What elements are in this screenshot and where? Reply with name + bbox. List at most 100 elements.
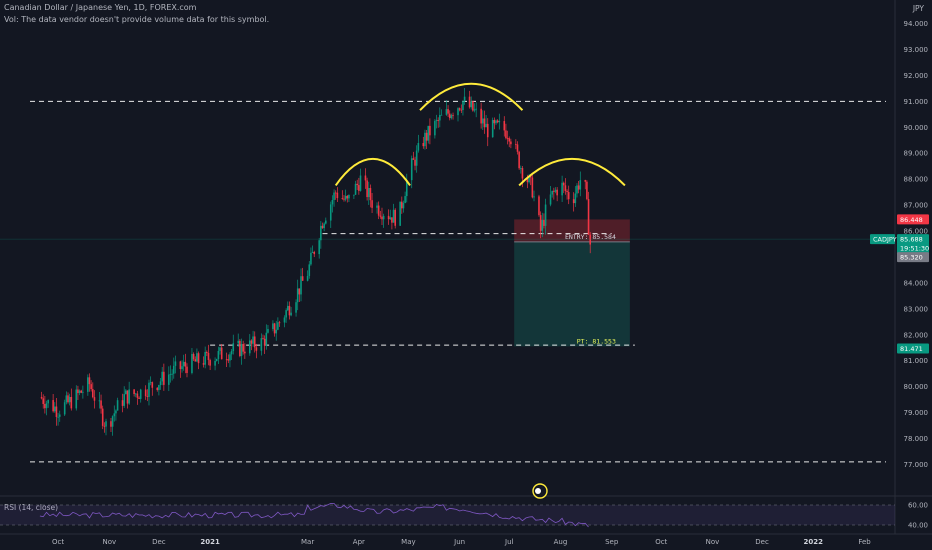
candle xyxy=(348,194,350,199)
candle xyxy=(57,416,59,418)
candle xyxy=(405,180,408,197)
x-tick-label: Oct xyxy=(655,538,667,546)
candle xyxy=(45,403,48,409)
price-tag xyxy=(897,343,929,354)
candle xyxy=(587,199,590,235)
candle xyxy=(255,347,258,351)
x-tick-label: 2022 xyxy=(804,538,824,546)
candle xyxy=(324,220,327,224)
candle xyxy=(310,252,312,265)
candle xyxy=(321,225,324,229)
rsi-title: RSI (14, close) xyxy=(4,503,59,512)
candle xyxy=(481,118,484,124)
candle xyxy=(113,413,116,417)
x-tick-label: Jul xyxy=(504,538,514,546)
price-tag-label: CADJPY xyxy=(873,236,897,244)
x-tick-label: Dec xyxy=(152,538,166,546)
candle xyxy=(480,108,482,124)
candle xyxy=(440,114,443,116)
candle xyxy=(186,366,188,373)
candle xyxy=(528,176,530,183)
candle xyxy=(263,338,266,346)
y-tick-label: 89.000 xyxy=(904,150,929,158)
y-tick-label: 82.000 xyxy=(904,331,929,339)
price-tag-label: 81.471 xyxy=(900,345,923,353)
pattern-arc[interactable] xyxy=(419,82,524,111)
candle xyxy=(301,276,304,281)
y-tick-label: 86.000 xyxy=(904,228,929,236)
candle xyxy=(576,185,578,194)
candle xyxy=(148,382,150,397)
candle xyxy=(285,310,287,318)
candle xyxy=(290,312,292,316)
candle xyxy=(128,389,130,404)
candle xyxy=(93,397,96,401)
candle xyxy=(283,317,286,323)
candle xyxy=(473,109,476,111)
candle xyxy=(556,189,558,196)
candle xyxy=(197,353,200,364)
candle xyxy=(586,181,588,200)
candle xyxy=(139,389,142,399)
candle xyxy=(227,359,230,361)
candle xyxy=(68,396,71,403)
candle xyxy=(379,215,382,217)
pattern-arc[interactable] xyxy=(334,158,411,186)
candle xyxy=(163,371,165,385)
candle xyxy=(574,193,577,204)
candle xyxy=(82,391,84,393)
price-tag-label: 19:51:30 xyxy=(900,245,929,253)
candle xyxy=(334,192,337,194)
candle xyxy=(215,358,218,361)
candle xyxy=(417,143,420,151)
candle xyxy=(399,201,401,226)
candle xyxy=(267,329,269,333)
candle xyxy=(87,377,89,392)
x-tick-label: Aug xyxy=(554,538,568,546)
candle xyxy=(77,389,79,394)
candle xyxy=(391,217,393,223)
candle xyxy=(435,119,438,122)
candle xyxy=(65,395,68,403)
candle xyxy=(172,365,175,374)
candle xyxy=(214,360,216,366)
candle xyxy=(415,150,418,166)
candle xyxy=(447,109,449,114)
candle xyxy=(320,225,322,241)
candle xyxy=(265,332,268,346)
pattern-arc[interactable] xyxy=(518,157,626,187)
candle xyxy=(192,353,195,360)
candle xyxy=(579,180,582,190)
candle xyxy=(410,158,413,181)
candle xyxy=(262,338,264,339)
candle xyxy=(103,425,106,427)
candle xyxy=(448,113,451,119)
y-tick-label: 94.000 xyxy=(904,20,929,28)
currency-label: JPY xyxy=(912,4,924,13)
candle xyxy=(554,189,557,192)
candle xyxy=(503,121,506,131)
candle xyxy=(237,340,240,344)
candle xyxy=(516,144,519,152)
candle xyxy=(364,175,367,181)
candle xyxy=(55,406,58,417)
candle xyxy=(184,361,187,367)
candle xyxy=(298,288,301,295)
candle xyxy=(296,288,299,303)
candle xyxy=(169,374,172,375)
y-tick-label: 83.000 xyxy=(904,305,929,313)
price-tag xyxy=(870,234,895,245)
candle xyxy=(353,194,355,196)
candle xyxy=(275,329,278,334)
candle xyxy=(159,381,162,386)
candle xyxy=(115,410,117,414)
candle xyxy=(402,202,405,209)
candle xyxy=(225,359,228,361)
candle xyxy=(358,185,360,191)
candle xyxy=(566,190,568,193)
candle xyxy=(553,190,555,192)
candle xyxy=(354,183,357,195)
candle xyxy=(460,109,463,111)
candle xyxy=(134,393,137,395)
